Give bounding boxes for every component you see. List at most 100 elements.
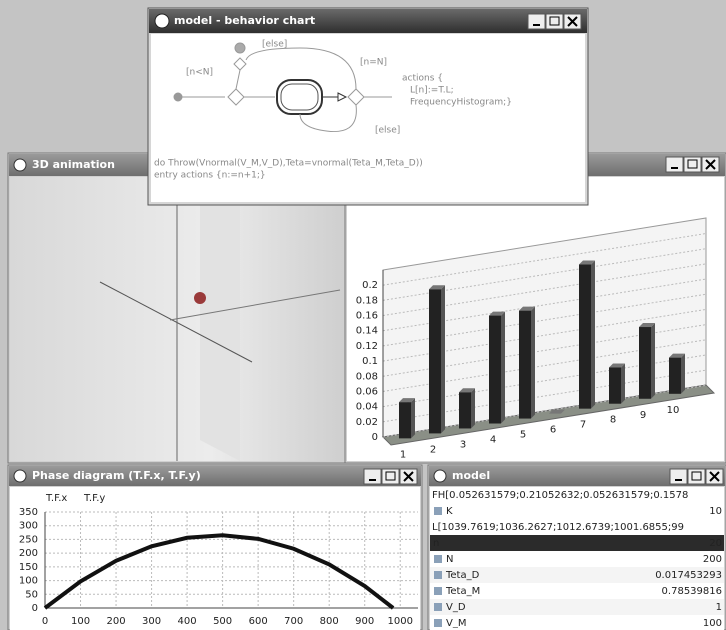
y-tick-label: 200 <box>19 548 38 559</box>
title-bar[interactable] <box>429 466 725 486</box>
variable-name: Teta_M <box>445 586 480 597</box>
bar <box>609 367 621 404</box>
row-icon <box>434 587 442 595</box>
y-tick-label: 0.08 <box>356 371 378 382</box>
x-tick-label: 6 <box>550 425 556 436</box>
bar-top <box>579 260 595 265</box>
x-tick-label: 3 <box>460 439 466 450</box>
grid-line <box>382 263 707 317</box>
bar-side <box>411 398 415 439</box>
behavior-window: model - behavior chart [n<N] [else] [n=N… <box>147 7 589 206</box>
row-icon <box>434 619 442 627</box>
guard-label: [else] <box>262 40 287 50</box>
row-bg <box>430 551 724 567</box>
row-bg <box>430 615 724 628</box>
bar-side <box>501 311 505 424</box>
y-tick-label: 0.12 <box>356 341 378 352</box>
bar-side <box>651 323 655 399</box>
x-tick-label: 4 <box>490 435 496 446</box>
variable-value: 20 <box>709 538 722 549</box>
line-chart: T.F.x T.F.y 0 50 100 150 200 250 300 350 0 100 200 30… <box>19 493 418 627</box>
y-tick-label: 350 <box>19 507 38 518</box>
bar-side <box>531 306 535 419</box>
bar-top <box>609 363 625 368</box>
variable-name: K <box>446 506 453 517</box>
variable-value: 10 <box>709 506 722 517</box>
x-tick-label: 200 <box>107 616 126 627</box>
variable-name: n <box>433 538 439 549</box>
bar-side <box>681 353 685 394</box>
y-tick-label: 0.1 <box>362 356 378 367</box>
bar <box>669 357 681 394</box>
title-bar[interactable] <box>9 466 421 486</box>
variable-list: K 10 n 20 N 200 Teta_D 0.017453293 Teta_M 0.78539… <box>430 490 724 628</box>
row-icon <box>434 507 442 515</box>
grid-line <box>382 308 707 362</box>
y-tick-label: 0 <box>32 603 38 614</box>
x-tick-label: 10 <box>667 405 680 416</box>
x-tick-label: 2 <box>430 444 436 455</box>
variable-value: 1 <box>716 602 722 613</box>
bar <box>579 264 591 409</box>
statechart <box>173 42 392 132</box>
variable-text: L[1039.7619;1036.2627;1012.6739;1001.685… <box>432 522 684 533</box>
ball <box>194 292 206 304</box>
window-title: Phase diagram (T.F.x, T.F.y) <box>32 469 201 482</box>
x-tick-label: 100 <box>71 616 90 627</box>
legend-label: T.F.y <box>83 493 105 504</box>
y-tick-label: 0.2 <box>362 280 378 291</box>
window-title: model - behavior chart <box>174 14 315 27</box>
y-tick-label: 150 <box>19 562 38 573</box>
variable-name: N <box>446 554 453 565</box>
x-tick-label: 600 <box>249 616 268 627</box>
variable-name: V_D <box>446 602 466 613</box>
action-text: FrequencyHistogram;} <box>410 98 512 108</box>
x-tick-label: 700 <box>284 616 303 627</box>
bar <box>639 327 651 399</box>
y-tick-label: 0.14 <box>356 326 378 337</box>
window-buttons[interactable] <box>669 468 724 485</box>
window-buttons[interactable] <box>527 13 582 30</box>
bar <box>399 402 411 439</box>
bar-top <box>489 311 505 316</box>
bar-side <box>621 363 625 404</box>
variable-value: 0.78539816 <box>662 586 722 597</box>
grid-line <box>382 248 707 301</box>
title-bar[interactable] <box>149 9 587 33</box>
row-bg <box>430 567 724 583</box>
x-tick-label: 1000 <box>388 616 413 627</box>
bar-top <box>429 285 445 290</box>
window-buttons[interactable] <box>363 468 418 485</box>
model-window: model K 10 n 20 N 200 Teta_D 0.017453293 Teta_M 0… <box>427 464 726 630</box>
bar-chart: 0 0.02 0.04 0.06 0.08 0.1 0.12 0.14 0.16 0.18 0.2 1… <box>356 217 716 460</box>
variable-text: FH[0.052631579;0.21052632;0.052631579;0.… <box>432 490 688 501</box>
bar <box>489 315 501 424</box>
y-tick-label: 0.16 <box>356 311 378 322</box>
bar-top <box>639 323 655 328</box>
x-tick-label: 800 <box>320 616 339 627</box>
state-action: entry actions {n:=n+1;} <box>154 171 266 181</box>
phase-window: Phase diagram (T.F.x, T.F.y) T.F.x T.F.y 0… <box>7 464 423 630</box>
x-tick-label: 300 <box>142 616 161 627</box>
x-tick-label: 7 <box>580 420 586 431</box>
window-buttons[interactable] <box>665 156 720 173</box>
y-tick-label: 0.02 <box>356 417 378 428</box>
legend-label: T.F.x <box>45 493 67 504</box>
x-tick-label: 1 <box>400 449 406 460</box>
row-icon <box>434 571 442 579</box>
bar-top <box>549 409 565 414</box>
row-bg <box>430 599 724 615</box>
bar <box>519 310 531 419</box>
y-tick-label: 0.18 <box>356 295 378 306</box>
action-text: actions { <box>402 74 443 84</box>
variable-value: 200 <box>703 554 722 565</box>
bar-side <box>471 388 475 429</box>
y-tick-label: 100 <box>19 576 38 587</box>
action-text: L[n]:=T.L; <box>410 86 454 96</box>
bar-top <box>399 398 415 403</box>
guard-label: [n=N] <box>360 58 387 68</box>
row-highlight <box>430 535 724 551</box>
bar-side <box>441 285 445 434</box>
state-action: do Throw(Vnormal(V_M,V_D),Teta=vnormal(T… <box>154 159 423 169</box>
